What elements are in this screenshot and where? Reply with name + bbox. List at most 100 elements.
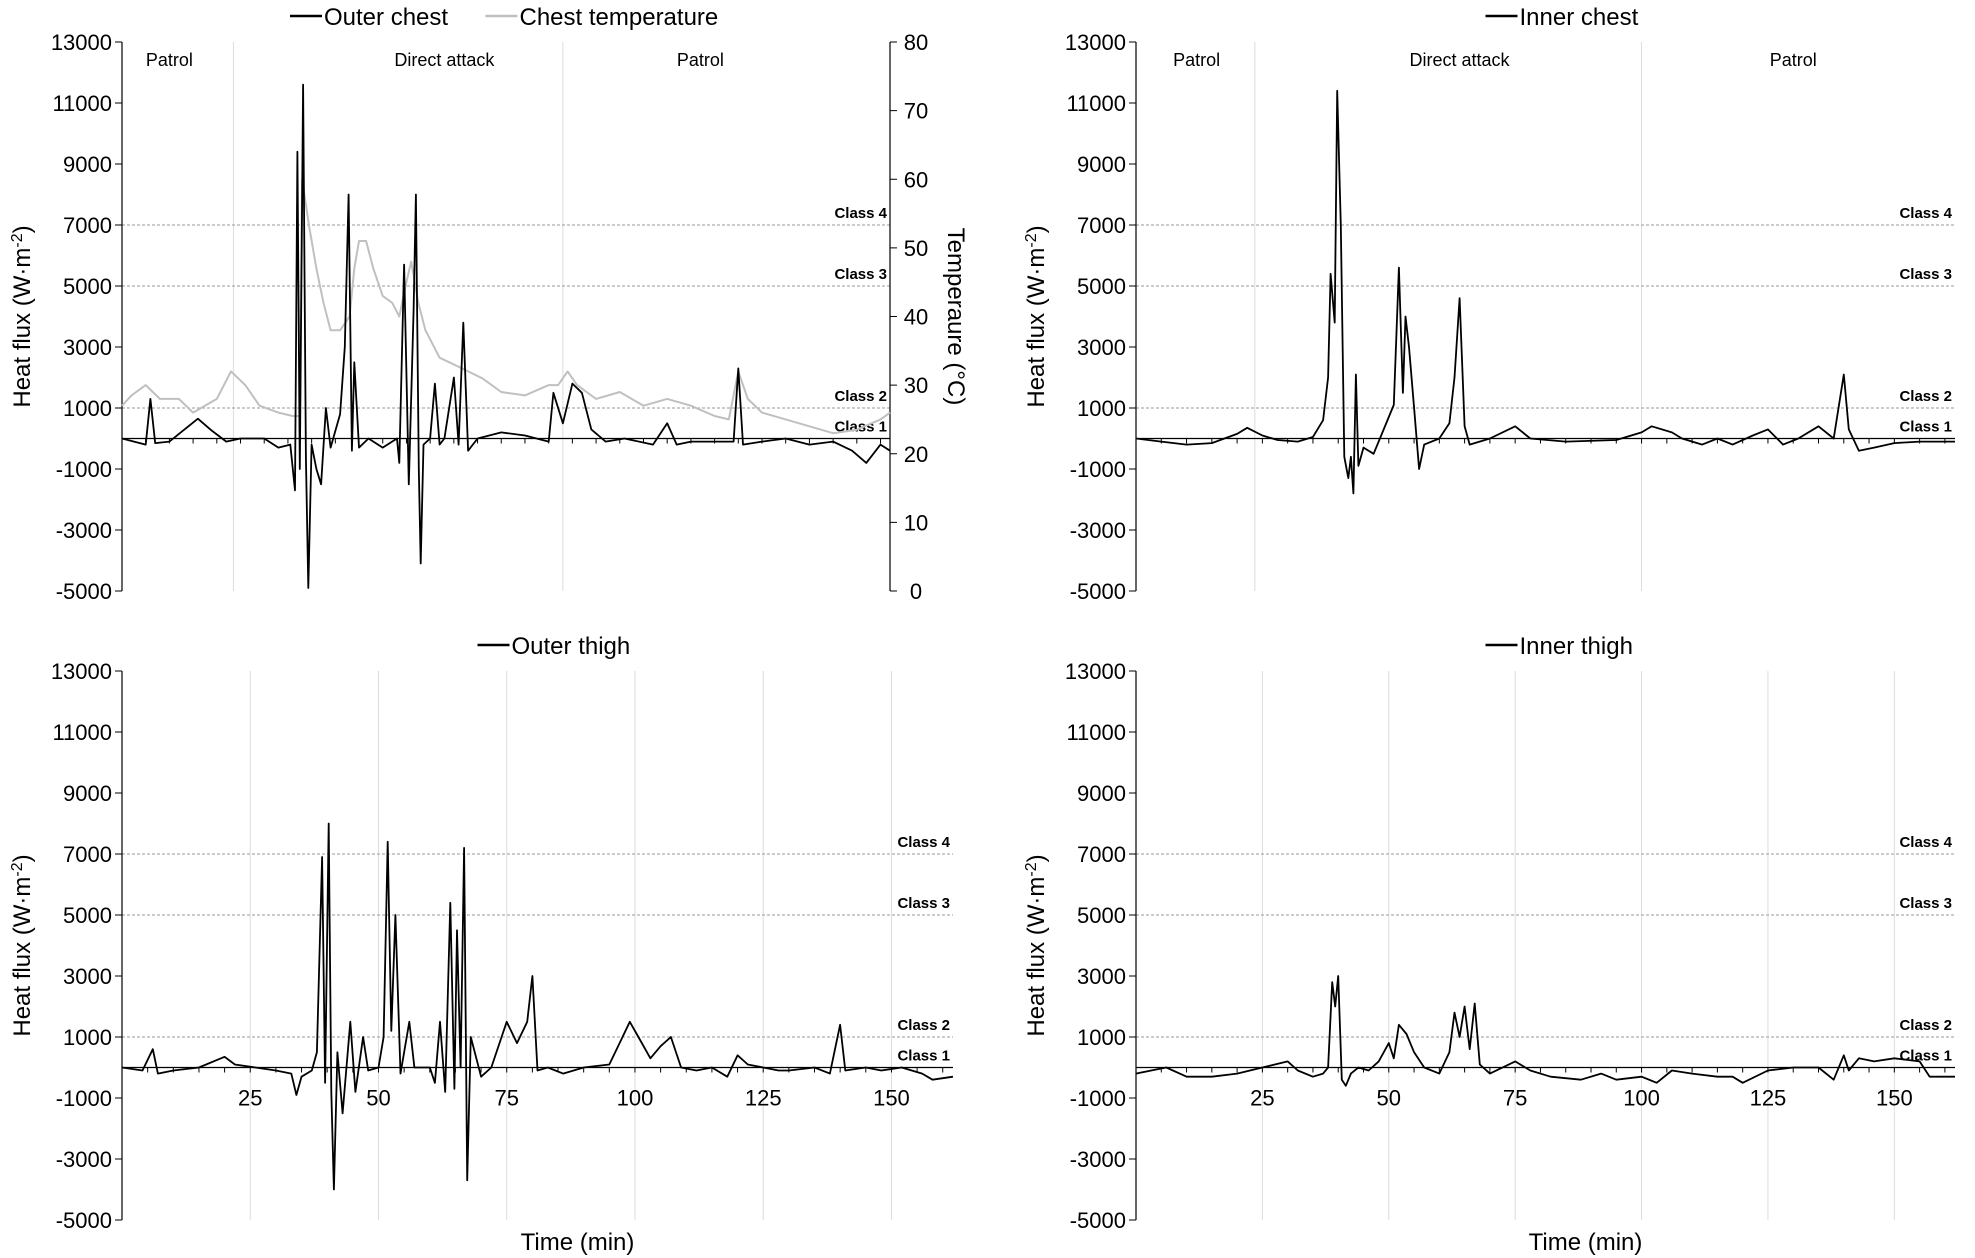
y-axis-title: Heat flux (W·m-2): [1023, 225, 1051, 407]
y-tick-label: 9000: [63, 152, 112, 177]
x-tick-label: 125: [1750, 1086, 1787, 1111]
class-label: Class 3: [1899, 895, 1952, 912]
y-tick-label: 13000: [51, 659, 112, 684]
series-line-chest-temperature: [121, 178, 891, 435]
legend: Outer chest Chest temperature: [290, 4, 718, 31]
y-tick-label: 11000: [1066, 720, 1126, 745]
y-tick-label: 1000: [63, 1025, 112, 1050]
y-tick-label: 1000: [1077, 1025, 1126, 1050]
legend-entry: Chest temperature: [520, 4, 719, 31]
y-tick-label: 5000: [63, 903, 112, 928]
y-tick-label: -3000: [56, 1147, 112, 1172]
series-line-inner-thigh: [1135, 975, 1955, 1087]
legend-entry: Inner chest: [1520, 4, 1639, 31]
y-tick-label: 1000: [1077, 396, 1126, 421]
x-axis-title: Time (min): [521, 1229, 635, 1256]
phase-label: Direct attack: [1410, 50, 1511, 70]
x-tick-label: 125: [745, 1086, 782, 1111]
x-axis-title: Time (min): [1529, 1229, 1643, 1256]
y-tick-label: 3000: [63, 964, 112, 989]
class-label: Class 4: [897, 834, 950, 851]
y-tick-label: 3000: [63, 335, 112, 360]
y-tick-label: -3000: [1070, 1147, 1126, 1172]
x-tick-label: 100: [1623, 1086, 1660, 1111]
y-tick-label: 11000: [1066, 91, 1126, 116]
y2-tick-label: 10: [904, 510, 928, 535]
x-tick-label: 75: [494, 1086, 518, 1111]
class-label: Class 4: [1899, 834, 1952, 851]
y-tick-label: -5000: [1070, 1208, 1126, 1233]
y-tick-label: 7000: [63, 842, 112, 867]
x-tick-label: 50: [366, 1086, 390, 1111]
x-tick-label: 25: [238, 1086, 262, 1111]
class-label: Class 4: [1899, 205, 1952, 222]
y-tick-label: -1000: [56, 1086, 112, 1111]
y-axis-title: Heat flux (W·m-2): [9, 854, 37, 1036]
y-tick-label: 1000: [63, 396, 112, 421]
series-line-outer-chest: [121, 83, 891, 589]
class-label: Class 3: [834, 266, 887, 283]
y-tick-label: 9000: [1077, 781, 1126, 806]
series-line-inner-chest: [1135, 89, 1955, 495]
y-tick-label: 13000: [1065, 659, 1126, 684]
legend: Outer thigh: [477, 633, 631, 660]
y-tick-label: 9000: [63, 781, 112, 806]
x-tick-label: 75: [1503, 1086, 1527, 1111]
y-tick-label: 5000: [1077, 274, 1126, 299]
y-tick-label: -5000: [56, 579, 112, 604]
y-tick-label: 5000: [1077, 903, 1126, 928]
legend-entry: Outer chest: [324, 4, 448, 31]
phase-label: Patrol: [677, 50, 724, 70]
y-tick-label: -5000: [1070, 579, 1126, 604]
panel-bottom-right: Class 4 Class 3 Class 2 Class 1 13000 11000 90…: [1023, 633, 1955, 1256]
panel-top-right: Class 4 Class 3 Class 2 Class 1 13000 11000 90…: [1023, 4, 1955, 604]
y-tick-label: 7000: [63, 213, 112, 238]
y2-tick-label: 60: [904, 167, 928, 192]
y2-tick-label: 70: [904, 99, 928, 124]
class-label: Class 1: [1899, 419, 1952, 436]
y-tick-label: -5000: [56, 1208, 112, 1233]
y-tick-label: 7000: [1077, 842, 1126, 867]
y2-tick-label: 0: [910, 579, 922, 604]
y-axis-title: Heat flux (W·m-2): [1023, 854, 1051, 1036]
y-tick-label: 13000: [1065, 30, 1126, 55]
y2-tick-label: 80: [904, 30, 928, 55]
x-tick-label: 150: [873, 1086, 910, 1111]
y-tick-label: -3000: [56, 518, 112, 543]
y-tick-label: 3000: [1077, 335, 1126, 360]
y2-axis-title: Temperaure (°C): [942, 228, 969, 406]
x-tick-label: 150: [1876, 1086, 1913, 1111]
x-tick-label: 50: [1377, 1086, 1401, 1111]
y-tick-label: 9000: [1077, 152, 1126, 177]
y2-tick-label: 40: [904, 305, 928, 330]
y-tick-label: -1000: [1070, 457, 1126, 482]
series-line-outer-thigh: [121, 822, 954, 1191]
legend-entry: Outer thigh: [512, 633, 631, 660]
y-tick-label: 13000: [51, 30, 112, 55]
y-tick-label: 5000: [63, 274, 112, 299]
class-label: Class 2: [1899, 1017, 1952, 1034]
legend: Inner thigh: [1485, 633, 1633, 660]
y2-tick-label: 30: [904, 373, 928, 398]
class-label: Class 2: [897, 1017, 950, 1034]
y-tick-label: 7000: [1077, 213, 1126, 238]
class-label: Class 2: [1899, 388, 1952, 405]
legend-entry: Inner thigh: [1520, 633, 1633, 660]
phase-label: Patrol: [1173, 50, 1220, 70]
class-label: Class 1: [1899, 1048, 1952, 1065]
phase-label: Patrol: [1770, 50, 1817, 70]
class-label: Class 3: [1899, 266, 1952, 283]
y-tick-label: -3000: [1070, 518, 1126, 543]
y-tick-label: -1000: [1070, 1086, 1126, 1111]
class-label: Class 4: [834, 205, 887, 222]
panel-bottom-left: Class 4 Class 3 Class 2 Class 1 13000 11000 90…: [9, 633, 954, 1256]
class-label: Class 1: [897, 1048, 950, 1065]
y2-tick-label: 20: [904, 442, 928, 467]
class-label: Class 3: [897, 895, 950, 912]
y-tick-label: 3000: [1077, 964, 1126, 989]
x-tick-label: 25: [1250, 1086, 1274, 1111]
class-label: Class 2: [834, 388, 887, 405]
phase-label: Direct attack: [394, 50, 495, 70]
